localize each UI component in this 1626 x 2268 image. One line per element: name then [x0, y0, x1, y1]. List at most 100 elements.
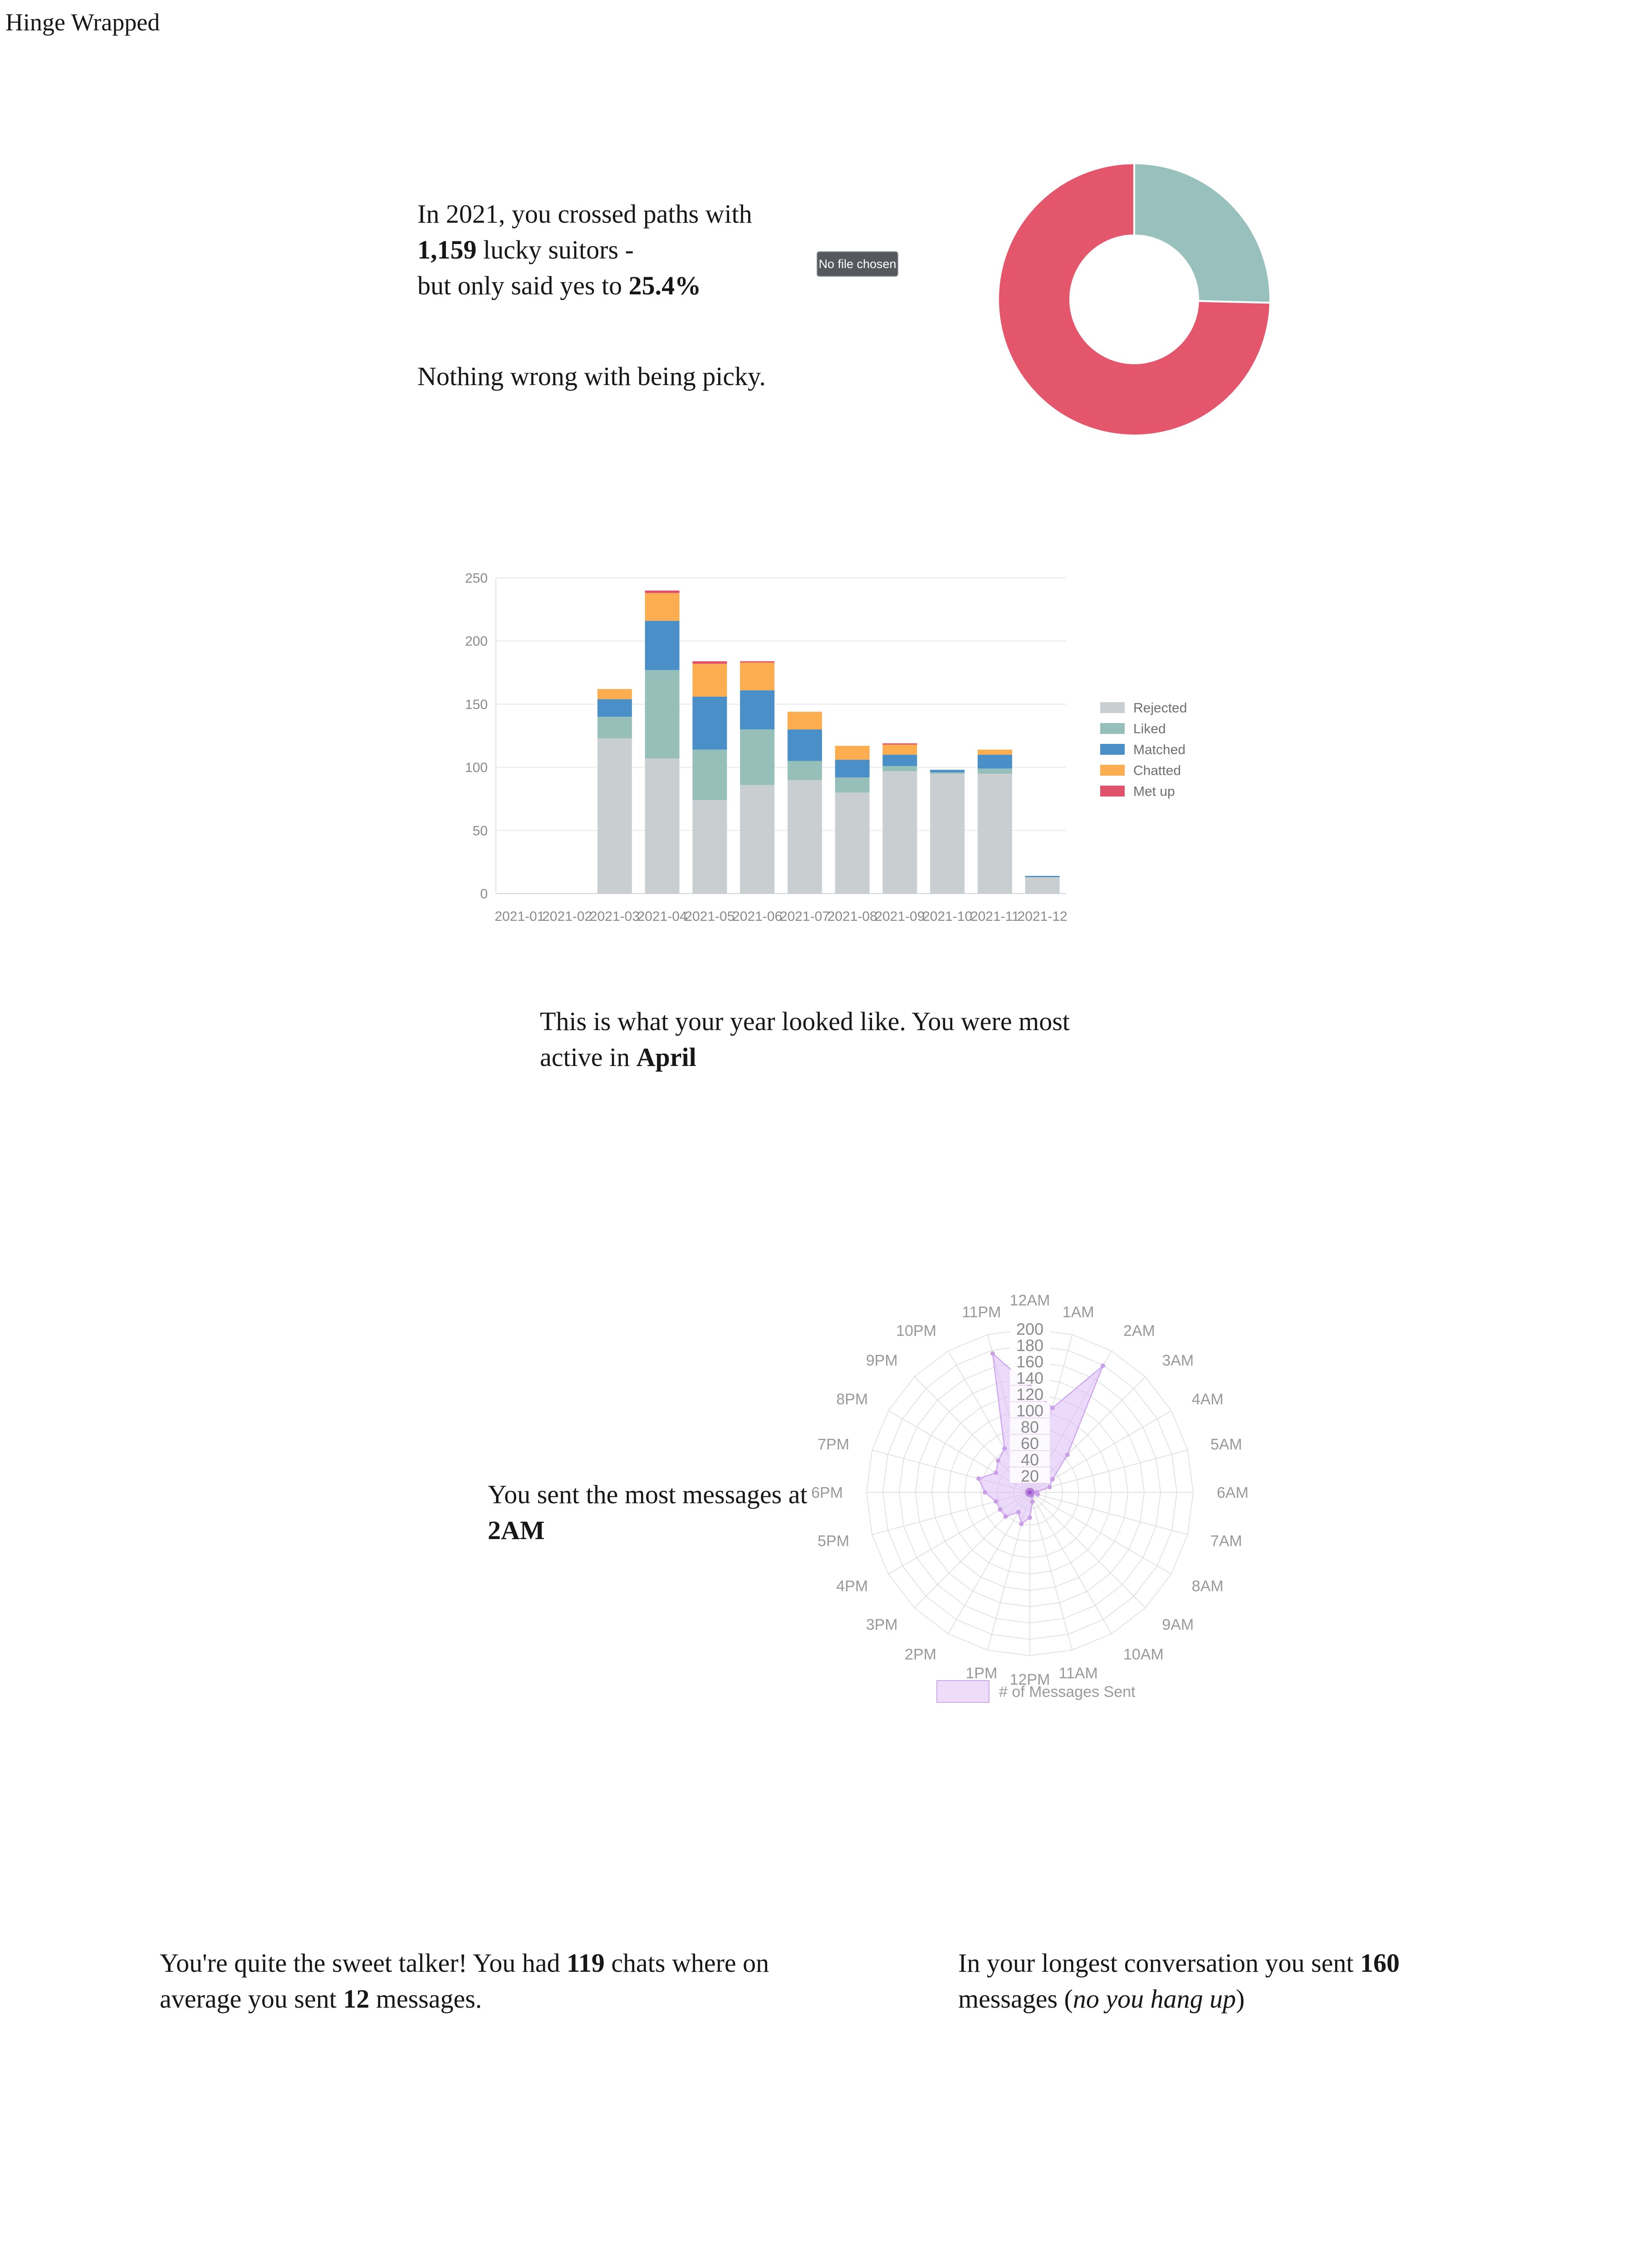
bar-segment [740, 690, 775, 730]
bar-segment [740, 662, 775, 690]
svg-text:Chatted: Chatted [1133, 763, 1181, 778]
svg-text:2021-04: 2021-04 [637, 909, 687, 924]
longest-conversation-stat: In your longest conversation you sent 16… [958, 1948, 1400, 2014]
bar-legend-item-met-up[interactable]: Met up [1100, 784, 1175, 799]
peak-hour: 2AM [488, 1515, 545, 1545]
radar-hour-label: 7PM [818, 1436, 849, 1453]
radar-legend-item[interactable]: # of Messages Sent [936, 1680, 1136, 1703]
donut-slice-yes [1133, 162, 1271, 304]
radar-hour-label: 4PM [836, 1578, 868, 1595]
hero-line1: In 2021, you crossed paths with [417, 199, 752, 229]
svg-text:2021-01: 2021-01 [495, 909, 544, 924]
radar-hour-label: 5PM [818, 1533, 849, 1550]
bar-segment [977, 768, 1012, 774]
radar-hour-label: 3PM [866, 1616, 898, 1633]
bar-segment [597, 689, 632, 699]
sweet-talker-stat: You're quite the sweet talker! You had 1… [160, 1948, 769, 2014]
svg-text:Matched: Matched [1133, 743, 1185, 758]
bar-segment [1025, 876, 1060, 877]
svg-text:0: 0 [480, 887, 488, 902]
bar-segment [692, 696, 727, 750]
bar-legend-item-matched[interactable]: Matched [1100, 743, 1185, 758]
radar-hour-label: 6AM [1217, 1484, 1249, 1501]
bar-segment [692, 800, 727, 894]
year-caption: This is what your year looked like. You … [540, 1007, 1070, 1072]
radar-hour-label: 6PM [811, 1484, 843, 1501]
svg-text:50: 50 [473, 823, 488, 838]
svg-text:140: 140 [1016, 1369, 1043, 1388]
svg-text:200: 200 [1016, 1320, 1043, 1339]
longest-messages-count: 160 [1360, 1948, 1400, 1978]
bar-segment [882, 766, 917, 771]
bar-segment [882, 771, 917, 894]
radar-hour-label: 12AM [1010, 1292, 1050, 1309]
chats-count: 119 [567, 1948, 605, 1978]
svg-text:80: 80 [1021, 1418, 1039, 1437]
svg-text:100: 100 [465, 760, 488, 775]
bar-segment [645, 590, 680, 593]
bar-segment [645, 758, 680, 894]
file-input[interactable]: No file chosen [817, 251, 898, 277]
bar-segment [977, 773, 1012, 894]
radar-hour-label: 9PM [866, 1352, 898, 1369]
bar-segment [930, 773, 965, 894]
avg-messages-count: 12 [343, 1984, 370, 2014]
svg-text:2021-05: 2021-05 [685, 909, 735, 924]
radar-hour-label: 7AM [1210, 1533, 1242, 1550]
svg-text:150: 150 [465, 697, 488, 712]
most-active-month: April [636, 1042, 696, 1072]
svg-text:180: 180 [1016, 1336, 1043, 1355]
radar-hour-label: 8PM [836, 1391, 868, 1408]
radar-hour-label: 1AM [1063, 1304, 1094, 1321]
radar-hour-label: 2AM [1123, 1322, 1155, 1339]
svg-text:100: 100 [1016, 1402, 1043, 1420]
svg-text:2021-09: 2021-09 [875, 909, 925, 924]
svg-text:200: 200 [465, 634, 488, 649]
messages-caption: You sent the most messages at 2AM [488, 1480, 808, 1545]
radar-hour-label: 4AM [1192, 1391, 1224, 1408]
bar-segment [835, 759, 870, 777]
bar-segment [597, 699, 632, 717]
bar-segment [787, 761, 822, 780]
suitors-count: 1,159 [417, 235, 477, 264]
svg-text:250: 250 [465, 571, 488, 586]
radar-hour-label: 8AM [1192, 1578, 1224, 1595]
bar-legend-item-liked[interactable]: Liked [1100, 722, 1166, 737]
svg-text:2021-03: 2021-03 [590, 909, 640, 924]
bar-segment [645, 593, 680, 621]
svg-text:2021-12: 2021-12 [1018, 909, 1068, 924]
radar-hour-label: 2PM [905, 1646, 936, 1663]
svg-text:20: 20 [1021, 1467, 1039, 1486]
radar-hour-label: 9AM [1162, 1616, 1194, 1633]
svg-text:2021-11: 2021-11 [970, 909, 1019, 924]
svg-text:2021-07: 2021-07 [780, 909, 830, 924]
bar-segment [930, 772, 965, 774]
donut-slice-no [997, 162, 1271, 436]
svg-text:Liked: Liked [1133, 722, 1166, 737]
bar-segment [835, 746, 870, 760]
bar-segment [740, 661, 775, 663]
bar-segment [740, 785, 775, 894]
radar-hour-label: 5AM [1210, 1436, 1242, 1453]
bar-segment [1025, 877, 1060, 894]
bar-segment [692, 749, 727, 800]
bar-segment [645, 670, 680, 759]
bar-legend-item-chatted[interactable]: Chatted [1100, 763, 1181, 778]
bar-segment [597, 717, 632, 738]
hero-tagline: Nothing wrong with being picky. [417, 362, 766, 391]
monthly-activity-stacked-bar-chart[interactable]: 0501001502002502021-012021-022021-032021… [454, 558, 1225, 943]
bar-segment [597, 738, 632, 894]
bar-segment [882, 744, 917, 755]
bar-segment [977, 754, 1012, 769]
svg-text:2021-06: 2021-06 [732, 909, 782, 924]
bar-segment [882, 754, 917, 766]
bar-segment [835, 792, 870, 894]
yes-rate-donut-chart[interactable] [994, 159, 1275, 440]
svg-text:120: 120 [1016, 1385, 1043, 1404]
bar-legend-item-rejected[interactable]: Rejected [1100, 701, 1187, 716]
radar-hour-label: 10PM [896, 1322, 936, 1339]
radar-hour-label: 11PM [962, 1304, 1001, 1321]
svg-text:2021-10: 2021-10 [922, 909, 972, 924]
